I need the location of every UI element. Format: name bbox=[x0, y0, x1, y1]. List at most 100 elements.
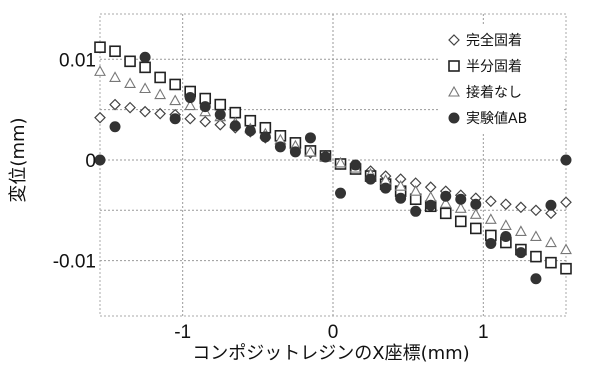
legend-label: 完全固着 bbox=[466, 32, 522, 49]
data-point bbox=[109, 45, 121, 58]
legend-label: 半分固着 bbox=[466, 59, 522, 75]
data-point bbox=[124, 55, 136, 68]
data-point bbox=[94, 65, 106, 76]
data-point bbox=[214, 98, 227, 111]
data-point bbox=[94, 41, 106, 54]
data-point bbox=[154, 107, 166, 120]
legend-label: 実験値AB bbox=[466, 111, 527, 127]
data-point bbox=[560, 154, 572, 166]
data-point bbox=[500, 230, 512, 242]
data-point bbox=[184, 112, 197, 125]
data-point bbox=[124, 101, 136, 114]
data-point bbox=[139, 105, 151, 118]
data-point bbox=[199, 115, 212, 128]
data-point bbox=[470, 222, 482, 235]
data-point bbox=[560, 196, 572, 209]
data-point bbox=[499, 219, 512, 230]
legend-marker bbox=[448, 60, 460, 72]
y-tick-label: 0 bbox=[85, 151, 96, 172]
data-point bbox=[139, 82, 152, 94]
y-axis-title: 変位(mm) bbox=[8, 117, 29, 202]
data-point bbox=[259, 131, 271, 143]
data-point bbox=[484, 195, 497, 208]
data-point bbox=[139, 51, 151, 63]
x-axis-title: コンポジットレジンのX座標(mm) bbox=[192, 343, 469, 364]
data-point bbox=[304, 132, 316, 144]
data-point bbox=[350, 159, 362, 171]
data-point bbox=[199, 101, 211, 113]
data-point bbox=[169, 78, 181, 91]
data-point bbox=[469, 208, 482, 219]
data-point bbox=[109, 71, 121, 82]
data-point bbox=[500, 198, 512, 211]
data-point bbox=[545, 256, 557, 269]
data-point bbox=[229, 106, 242, 119]
data-point bbox=[515, 201, 527, 214]
data-point bbox=[440, 190, 452, 202]
data-point bbox=[289, 146, 301, 158]
data-point bbox=[169, 94, 182, 106]
data-point bbox=[425, 199, 437, 211]
data-point bbox=[439, 207, 452, 220]
data-point bbox=[439, 197, 452, 208]
data-point bbox=[455, 193, 467, 205]
data-point bbox=[545, 236, 557, 248]
legend-marker bbox=[448, 34, 460, 46]
data-point bbox=[530, 230, 542, 242]
data-point bbox=[514, 225, 527, 236]
legend-marker bbox=[448, 112, 460, 124]
data-point bbox=[380, 182, 392, 194]
data-point bbox=[530, 204, 542, 217]
legend-box bbox=[440, 26, 564, 132]
data-point bbox=[560, 243, 572, 255]
data-point bbox=[319, 151, 331, 163]
data-point bbox=[515, 247, 527, 259]
data-point bbox=[334, 156, 347, 168]
data-point bbox=[560, 262, 572, 275]
series-circle bbox=[94, 51, 572, 285]
data-point bbox=[454, 202, 467, 213]
data-point bbox=[394, 180, 407, 191]
series-layer bbox=[94, 41, 572, 285]
data-point bbox=[94, 154, 106, 166]
data-point bbox=[454, 215, 467, 228]
data-point bbox=[410, 205, 422, 217]
data-point bbox=[124, 77, 136, 89]
data-point bbox=[244, 125, 256, 137]
data-point bbox=[154, 88, 167, 100]
data-point bbox=[484, 213, 497, 224]
data-point bbox=[409, 193, 422, 206]
y-tick-label: 0.01 bbox=[59, 50, 96, 71]
y-tick-label: -0.01 bbox=[53, 252, 96, 273]
data-point bbox=[365, 173, 377, 185]
data-point bbox=[109, 98, 121, 111]
data-point bbox=[530, 273, 542, 285]
data-point bbox=[109, 121, 121, 133]
data-point bbox=[274, 141, 286, 153]
data-point bbox=[169, 113, 181, 125]
data-point bbox=[94, 111, 106, 124]
data-point bbox=[229, 120, 241, 132]
data-point bbox=[214, 118, 227, 131]
legend-label: 接着なし bbox=[466, 84, 522, 101]
data-point bbox=[184, 92, 196, 104]
data-point bbox=[335, 187, 347, 199]
x-tick-label: -1 bbox=[174, 322, 191, 343]
x-tick-label: 1 bbox=[478, 322, 489, 343]
data-point bbox=[154, 71, 166, 84]
data-point bbox=[545, 199, 557, 211]
data-point bbox=[545, 207, 557, 220]
tick-labels: -1 0 1 0.01 0 -0.01 bbox=[53, 50, 489, 343]
data-point bbox=[530, 250, 542, 263]
legend-marker bbox=[448, 85, 460, 97]
data-point bbox=[395, 192, 407, 204]
data-point bbox=[214, 109, 226, 121]
data-point bbox=[139, 61, 151, 74]
data-point bbox=[485, 238, 497, 250]
data-point bbox=[470, 198, 482, 210]
data-point bbox=[304, 145, 317, 157]
data-point bbox=[184, 99, 197, 111]
x-tick-label: 0 bbox=[328, 322, 339, 343]
